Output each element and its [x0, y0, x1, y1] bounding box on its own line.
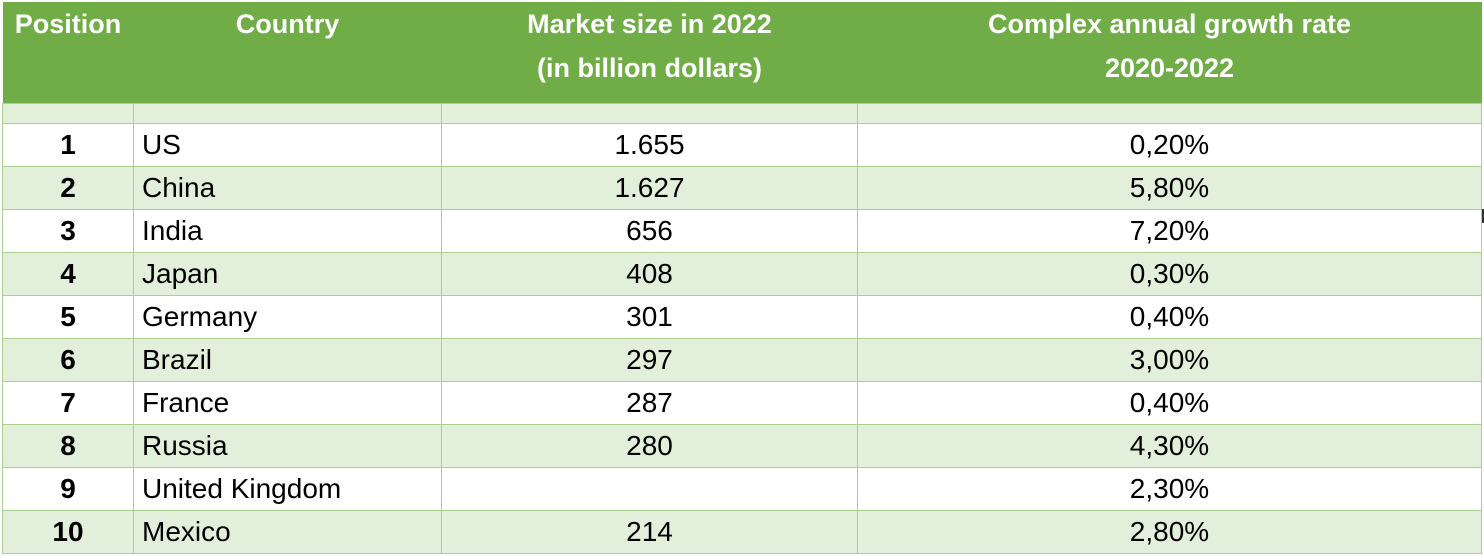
header-position[interactable]: Position [2, 2, 134, 104]
table-row: 3 India 656 7,20% [2, 209, 1482, 253]
empty-row [2, 103, 1482, 124]
table-row: 5 Germany 301 0,40% [2, 295, 1482, 339]
growth-rate-cell[interactable]: 0,20% [857, 123, 1482, 167]
market-size-cell[interactable] [441, 467, 858, 511]
table-row: 10 Mexico 214 2,80% [2, 510, 1482, 554]
header-market-size-line2: (in billion dollars) [537, 53, 762, 83]
market-size-cell[interactable]: 287 [441, 381, 858, 425]
header-market-size[interactable]: Market size in 2022 (in billion dollars) [441, 2, 858, 104]
text-cursor-icon [1482, 209, 1484, 223]
header-position-label: Position [14, 9, 122, 39]
position-cell[interactable]: 6 [2, 338, 134, 382]
table-row: 6 Brazil 297 3,00% [2, 338, 1482, 382]
empty-cell[interactable] [857, 103, 1482, 124]
position-cell[interactable]: 8 [2, 424, 134, 468]
growth-rate-cell[interactable]: 2,80% [857, 510, 1482, 554]
country-cell[interactable]: India [133, 209, 442, 253]
header-market-size-line1: Market size in 2022 [527, 9, 772, 39]
market-size-cell[interactable]: 297 [441, 338, 858, 382]
country-cell[interactable]: France [133, 381, 442, 425]
growth-rate-cell[interactable]: 3,00% [857, 338, 1482, 382]
country-cell[interactable]: Japan [133, 252, 442, 296]
position-cell[interactable]: 3 [2, 209, 134, 253]
position-cell[interactable]: 10 [2, 510, 134, 554]
growth-rate-cell[interactable]: 5,80% [857, 166, 1482, 210]
header-growth-rate-line1: Complex annual growth rate [987, 9, 1352, 39]
country-cell[interactable]: Russia [133, 424, 442, 468]
market-size-cell[interactable]: 214 [441, 510, 858, 554]
table-row: 9 United Kingdom 2,30% [2, 467, 1482, 511]
empty-cell[interactable] [441, 103, 858, 124]
growth-rate-cell[interactable]: 0,40% [857, 295, 1482, 339]
growth-rate-cell[interactable]: 0,40% [857, 381, 1482, 425]
country-cell[interactable]: Mexico [133, 510, 442, 554]
market-size-cell[interactable]: 408 [441, 252, 858, 296]
header-country[interactable]: Country [133, 2, 442, 104]
header-country-label: Country [235, 9, 340, 39]
country-cell[interactable]: United Kingdom [133, 467, 442, 511]
market-size-cell[interactable]: 301 [441, 295, 858, 339]
table-row: 2 China 1.627 5,80% [2, 166, 1482, 210]
growth-rate-cell[interactable]: 4,30% [857, 424, 1482, 468]
country-cell[interactable]: Brazil [133, 338, 442, 382]
position-cell[interactable]: 4 [2, 252, 134, 296]
header-growth-rate[interactable]: Complex annual growth rate 2020-2022 [857, 2, 1482, 104]
table-row: 8 Russia 280 4,30% [2, 424, 1482, 468]
position-cell[interactable]: 5 [2, 295, 134, 339]
growth-rate-cell[interactable]: 0,30% [857, 252, 1482, 296]
table-row: 4 Japan 408 0,30% [2, 252, 1482, 296]
table-row: 1 US 1.655 0,20% [2, 123, 1482, 167]
table-row: 7 France 287 0,40% [2, 381, 1482, 425]
market-size-cell[interactable]: 656 [441, 209, 858, 253]
empty-cell[interactable] [2, 103, 134, 124]
header-growth-rate-line2: 2020-2022 [1104, 53, 1235, 83]
country-cell[interactable]: Germany [133, 295, 442, 339]
position-cell[interactable]: 9 [2, 467, 134, 511]
country-cell[interactable]: US [133, 123, 442, 167]
growth-rate-cell[interactable]: 2,30% [857, 467, 1482, 511]
empty-cell[interactable] [133, 103, 442, 124]
market-size-cell[interactable]: 1.627 [441, 166, 858, 210]
growth-rate-cell[interactable]: 7,20% [857, 209, 1482, 253]
position-cell[interactable]: 2 [2, 166, 134, 210]
position-cell[interactable]: 1 [2, 123, 134, 167]
market-size-cell[interactable]: 280 [441, 424, 858, 468]
country-cell[interactable]: China [133, 166, 442, 210]
market-size-cell[interactable]: 1.655 [441, 123, 858, 167]
position-cell[interactable]: 7 [2, 381, 134, 425]
header-row: Position Country Market size in 2022 (in… [2, 2, 1482, 104]
